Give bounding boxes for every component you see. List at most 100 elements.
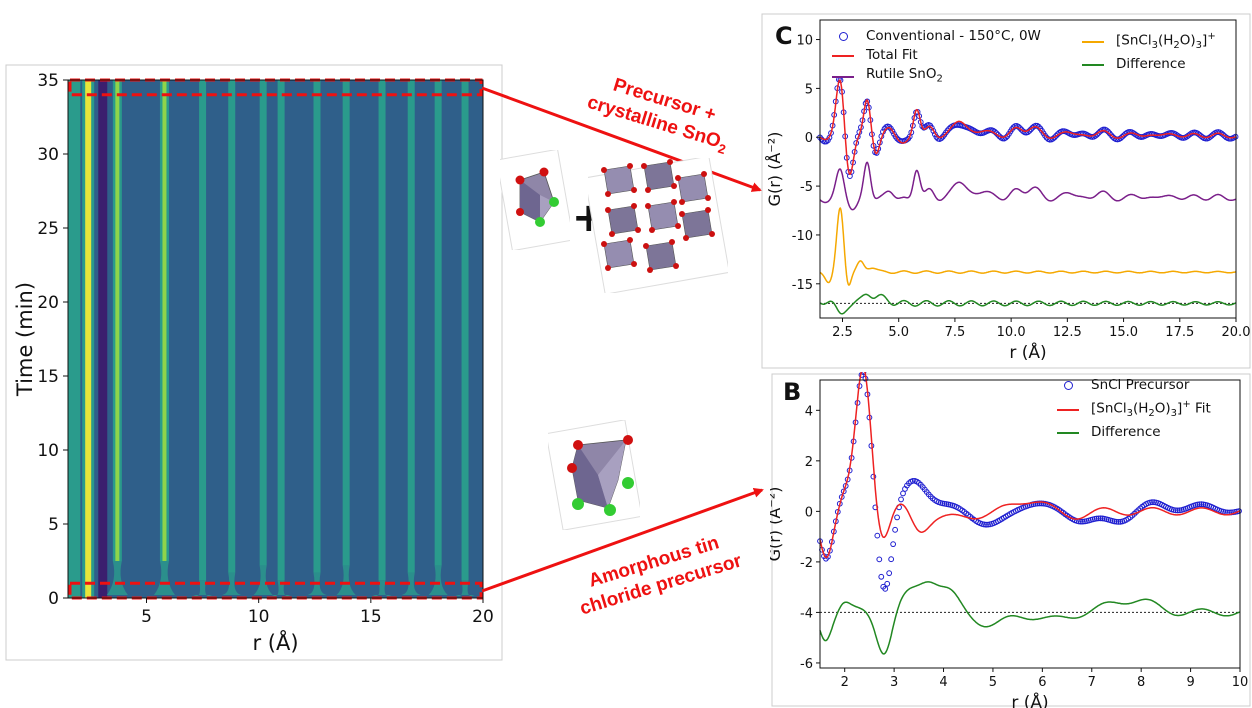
legend-label: Difference <box>1116 56 1186 73</box>
heatmap-stripe <box>277 80 285 581</box>
y-axis-label: G(r) (Å⁻²) <box>765 132 784 207</box>
panel-letter-b: B <box>783 378 802 406</box>
x-axis-label: r (Å) <box>1011 691 1048 708</box>
legend-line-icon <box>830 46 856 65</box>
legend-line-icon <box>1080 55 1106 74</box>
lattice-octahedron <box>645 241 677 271</box>
axes-frame <box>819 379 1241 669</box>
data-point <box>864 98 871 105</box>
heatmap-stripe-tail <box>153 561 175 596</box>
time-highlight-box <box>68 78 483 97</box>
data-point <box>898 496 904 503</box>
data-point <box>890 541 897 548</box>
data-point <box>1196 501 1203 508</box>
x-tick-label: 12.5 <box>1053 325 1082 340</box>
chart-c: 2.5 5.0 7.5 10.0 12.5 15.0 17.5 20.0 -15 -10 -5 0 5 1… <box>761 13 1251 369</box>
legend-line-icon <box>1055 423 1081 442</box>
y-tick-label: 0 <box>48 589 59 609</box>
oxygen-atom <box>605 191 611 197</box>
oxygen-atom <box>705 195 711 201</box>
legend-line-icon <box>1055 400 1081 419</box>
data-point <box>909 477 916 484</box>
heatmap-stripe-tail <box>455 580 475 597</box>
legend-item-rutile: Rutile SnO2 <box>830 65 1041 89</box>
x-tick-label: 5 <box>989 675 997 690</box>
lattice-octahedron <box>681 209 713 239</box>
heatmap-stripe-tail <box>372 580 392 597</box>
x-tick-label: 17.5 <box>1165 325 1194 340</box>
oxygen-atom <box>631 203 637 209</box>
data-point <box>1174 507 1181 514</box>
y-tick-label: -2 <box>800 556 813 571</box>
data-point <box>886 570 893 577</box>
oxygen-atom <box>643 243 649 249</box>
heatmap-stripe <box>434 80 442 566</box>
data-point <box>1095 515 1102 522</box>
oxygen-atom <box>647 267 653 273</box>
legend-label: [SnCl3(H2O)3]+ <box>1116 31 1216 52</box>
heatmap-stripe-tail <box>401 572 421 596</box>
legend-line-icon <box>1080 32 1106 51</box>
oxygen-atom <box>635 227 641 233</box>
heatmap-stripe <box>342 80 350 566</box>
data-point <box>884 580 891 587</box>
x-tick-label: 9 <box>1186 675 1194 690</box>
chart-b-frame <box>771 373 1251 707</box>
heatmap-stripe <box>407 80 415 573</box>
legend-label: Difference <box>1091 424 1161 441</box>
heatmap-stripe <box>199 80 207 581</box>
x-axis-label: r (Å) <box>252 629 298 655</box>
oxygen-atom <box>641 163 647 169</box>
heatmap-stripe <box>259 80 267 566</box>
series-fit-line <box>819 79 1237 175</box>
data-point <box>1115 518 1122 525</box>
oxygen-atom <box>601 167 607 173</box>
data-point <box>1032 500 1039 507</box>
oxygen-atom <box>679 199 685 205</box>
data-point <box>840 488 847 495</box>
heatmap-axes-frame <box>67 79 484 599</box>
oxygen-atom <box>671 183 677 189</box>
y-tick-label: -4 <box>800 606 813 621</box>
series-fit-line <box>819 372 1241 559</box>
legend-item-fit: Total Fit <box>830 46 1041 65</box>
data-point <box>981 521 987 528</box>
x-tick-label: 3 <box>890 675 898 690</box>
axes-frame <box>819 19 1237 319</box>
bottom-arrow <box>481 488 764 593</box>
y-tick-label: -6 <box>800 657 813 672</box>
oxygen-atom <box>667 159 673 165</box>
data-point <box>1053 132 1060 139</box>
y-tick-label: 5 <box>48 515 59 535</box>
data-point <box>938 135 945 142</box>
heatmap-stripe-tail <box>222 572 242 596</box>
series-difference-line <box>819 293 1237 315</box>
legend-label: [SnCl3(H2O)3]+ Fit <box>1091 399 1211 420</box>
heatmap-stripe-tail <box>428 565 448 596</box>
y-tick-label: 35 <box>37 71 59 91</box>
heatmap-frame <box>5 64 503 661</box>
x-tick-label: 15 <box>360 607 382 627</box>
octahedron-icon <box>548 420 640 530</box>
heatmap-stripe-core <box>115 80 120 561</box>
x-tick-label: 15.0 <box>1109 325 1138 340</box>
chart-b-legend: SnCl Precursor [SnCl3(H2O)3]+ Fit Differ… <box>1055 376 1211 442</box>
lattice-octahedron <box>643 161 675 191</box>
lattice-octahedron <box>607 205 639 235</box>
legend-item-data: SnCl Precursor <box>1055 376 1211 395</box>
x-tick-label: 7 <box>1088 675 1096 690</box>
heatmap-stripe-tail <box>106 561 128 596</box>
data-point <box>876 556 883 563</box>
oxygen-atom <box>705 207 711 213</box>
data-point <box>930 128 937 134</box>
x-tick-label: 7.5 <box>945 325 966 340</box>
series-difference-line <box>819 581 1241 655</box>
data-point <box>892 526 899 533</box>
data-point <box>1036 500 1043 507</box>
y-tick-label: 5 <box>805 82 813 97</box>
heatmap-stripe-tail <box>336 565 356 596</box>
data-point <box>1198 501 1205 508</box>
oxygen-atom <box>675 223 681 229</box>
heatmap-stripe-tail <box>253 565 273 596</box>
